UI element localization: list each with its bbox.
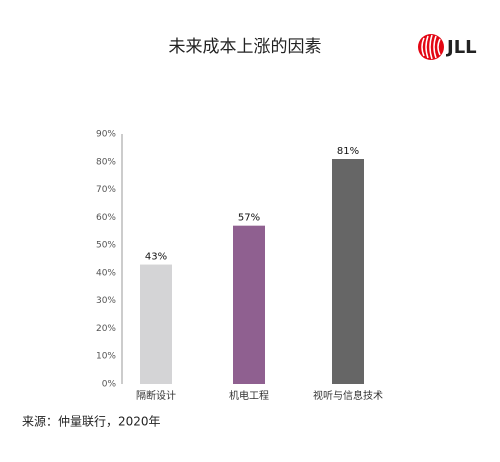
y-tick-label: 80%: [96, 157, 116, 167]
y-tick-label: 90%: [96, 130, 116, 140]
bar: [332, 159, 364, 384]
value-label: 57%: [238, 213, 260, 224]
y-tick-label: 50%: [96, 241, 116, 251]
logo: JLL: [418, 34, 477, 60]
y-tick-label: 20%: [96, 324, 116, 334]
y-tick-label: 70%: [96, 185, 116, 195]
y-tick-label: 30%: [96, 296, 116, 306]
value-label: 43%: [145, 252, 167, 263]
bar: [233, 225, 265, 384]
bar: [140, 264, 172, 384]
x-tick-label: 视听与信息技术: [313, 389, 383, 402]
x-tick-label: 机电工程: [229, 389, 269, 402]
chart-title: 未来成本上涨的因素: [169, 37, 322, 57]
y-tick-label: 40%: [96, 268, 116, 278]
logo-stripes: [421, 34, 441, 60]
x-tick-label: 隔断设计: [136, 389, 176, 402]
y-tick-label: 0%: [102, 380, 117, 390]
logo-mark: [418, 34, 444, 60]
value-label: 81%: [337, 146, 359, 157]
source-note: 来源：仲量联行，2020年: [22, 415, 161, 429]
y-tick-label: 10%: [96, 352, 116, 362]
y-tick-label: 60%: [96, 213, 116, 223]
logo-text: JLL: [445, 37, 477, 58]
